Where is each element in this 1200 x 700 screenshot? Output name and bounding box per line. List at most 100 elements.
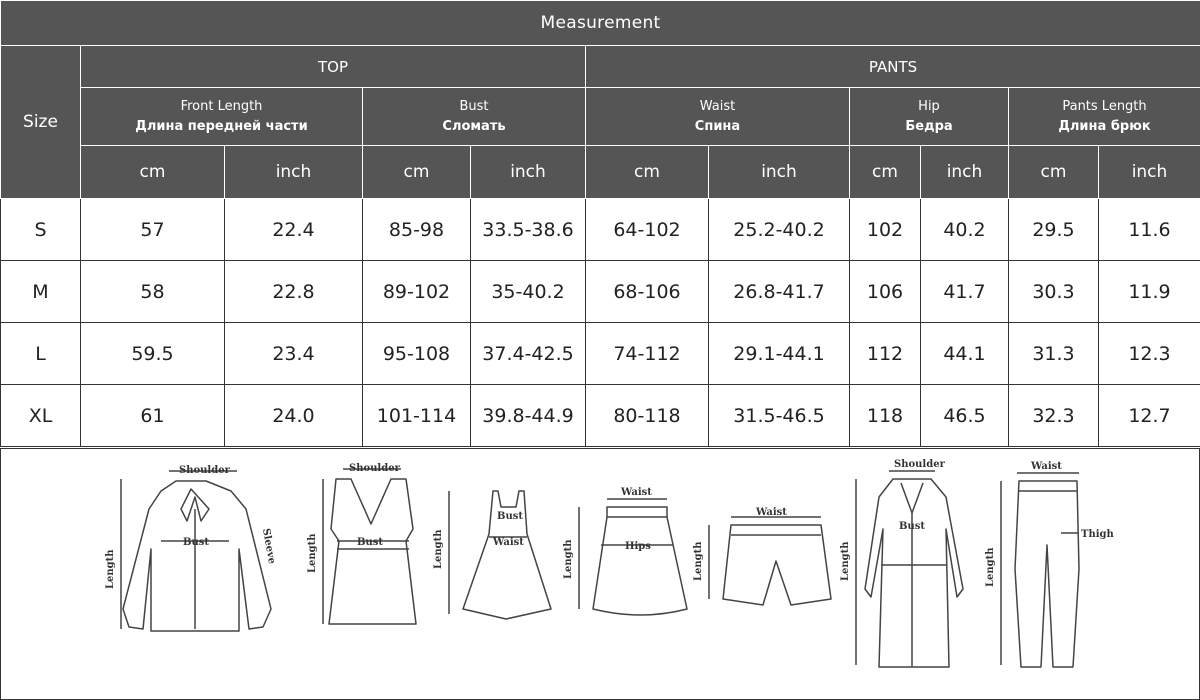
measurement-header-front-length: Front Length Длина передней части: [80, 87, 363, 146]
table-title: Measurement: [0, 0, 1200, 46]
value-cell: 12.7: [1097, 384, 1200, 447]
unit-header-inch: inch: [708, 145, 850, 199]
measurement-header-bust: Bust Сломать: [362, 87, 586, 146]
value-cell: 22.4: [224, 198, 363, 261]
measurement-name-en: Pants Length: [1062, 98, 1147, 114]
label-length: Length: [563, 539, 574, 579]
size-cell: XL: [0, 384, 81, 447]
value-cell: 23.4: [224, 322, 363, 385]
value-cell: 24.0: [224, 384, 363, 447]
garment-sketches-drawing: Shoulder Bust Length Sleeve Shoulder Bus…: [105, 459, 1115, 668]
value-cell: 32.3: [1008, 384, 1099, 447]
value-cell: 37.4-42.5: [470, 322, 586, 385]
trousers-sketch: [1000, 472, 1080, 668]
label-bust: Bust: [183, 537, 209, 548]
label-length: Length: [985, 547, 996, 587]
label-hips: Hips: [625, 541, 651, 552]
label-length: Length: [840, 541, 851, 581]
tank-top-sketch: [322, 468, 417, 625]
size-cell: M: [0, 260, 81, 323]
value-cell: 106: [849, 260, 921, 323]
value-cell: 41.7: [920, 260, 1009, 323]
unit-header-inch: inch: [470, 145, 586, 199]
table-row: M 58 22.8 89-102 35-40.2 68-106 26.8-41.…: [0, 260, 1200, 323]
measurement-name-ru: Длина брюк: [1058, 118, 1151, 134]
measurement-name-ru: Сломать: [442, 118, 506, 134]
value-cell: 26.8-41.7: [708, 260, 850, 323]
measurement-name-en: Front Length: [180, 98, 263, 114]
label-shoulder: Shoulder: [349, 463, 401, 474]
shorts-sketch: [708, 516, 832, 606]
value-cell: 95-108: [362, 322, 471, 385]
unit-header-cm: cm: [80, 145, 225, 199]
value-cell: 64-102: [585, 198, 709, 261]
unit-header-cm: cm: [362, 145, 471, 199]
dress-sketch: [448, 490, 552, 620]
value-cell: 57: [80, 198, 225, 261]
measurement-table: Measurement Size TOP PANTS Front Length …: [0, 0, 1200, 447]
unit-header-cm: cm: [1008, 145, 1099, 199]
table-row: S 57 22.4 85-98 33.5-38.6 64-102 25.2-40…: [0, 198, 1200, 261]
value-cell: 11.9: [1097, 260, 1200, 323]
table-row: XL 61 24.0 101-114 39.8-44.9 80-118 31.5…: [0, 384, 1200, 447]
size-cell: L: [0, 322, 81, 385]
value-cell: 80-118: [585, 384, 709, 447]
skirt-sketch: [578, 498, 688, 616]
measurement-name-en: Bust: [459, 98, 489, 114]
value-cell: 89-102: [362, 260, 471, 323]
value-cell: 58: [80, 260, 225, 323]
label-bust: Bust: [899, 521, 925, 532]
unit-header-cm: cm: [849, 145, 921, 199]
label-length: Length: [693, 541, 704, 581]
garment-sketches: Shoulder Bust Length Sleeve Shoulder Bus…: [0, 448, 1200, 700]
unit-header-inch: inch: [1097, 145, 1200, 199]
value-cell: 112: [849, 322, 921, 385]
label-shoulder: Shoulder: [179, 465, 231, 476]
label-length: Length: [307, 533, 318, 573]
measurement-name-ru: Спина: [694, 118, 741, 134]
value-cell: 33.5-38.6: [470, 198, 586, 261]
label-bust: Bust: [497, 511, 523, 522]
label-length: Length: [105, 549, 116, 589]
size-column-header: Size: [0, 45, 81, 199]
measurement-name-ru: Бедра: [905, 118, 953, 134]
value-cell: 118: [849, 384, 921, 447]
measurement-name-en: Waist: [699, 98, 736, 114]
value-cell: 46.5: [920, 384, 1009, 447]
value-cell: 11.6: [1097, 198, 1200, 261]
value-cell: 30.3: [1008, 260, 1099, 323]
unit-header-inch: inch: [920, 145, 1009, 199]
measurement-name-en: Hip: [918, 98, 940, 114]
value-cell: 68-106: [585, 260, 709, 323]
label-waist: Waist: [1030, 461, 1062, 472]
value-cell: 25.2-40.2: [708, 198, 850, 261]
value-cell: 40.2: [920, 198, 1009, 261]
value-cell: 102: [849, 198, 921, 261]
label-waist: Waist: [620, 487, 652, 498]
unit-header-cm: cm: [585, 145, 709, 199]
trench-coat-sketch: [855, 470, 964, 668]
label-waist: Waist: [492, 537, 524, 548]
label-shoulder: Shoulder: [894, 459, 946, 470]
group-header-top: TOP: [80, 45, 586, 88]
measurement-name-ru: Длина передней части: [135, 118, 308, 134]
value-cell: 22.8: [224, 260, 363, 323]
value-cell: 61: [80, 384, 225, 447]
table-row: L 59.5 23.4 95-108 37.4-42.5 74-112 29.1…: [0, 322, 1200, 385]
value-cell: 35-40.2: [470, 260, 586, 323]
size-cell: S: [0, 198, 81, 261]
measurement-header-pants-length: Pants Length Длина брюк: [1007, 87, 1200, 146]
label-waist: Waist: [755, 507, 787, 518]
value-cell: 29.1-44.1: [708, 322, 850, 385]
group-header-pants: PANTS: [584, 45, 1200, 88]
value-cell: 31.3: [1008, 322, 1099, 385]
label-length: Length: [433, 529, 444, 569]
label-thigh: Thigh: [1081, 529, 1115, 540]
value-cell: 39.8-44.9: [470, 384, 586, 447]
value-cell: 59.5: [80, 322, 225, 385]
value-cell: 31.5-46.5: [708, 384, 850, 447]
value-cell: 44.1: [920, 322, 1009, 385]
label-sleeve: Sleeve: [260, 528, 277, 565]
value-cell: 101-114: [362, 384, 471, 447]
